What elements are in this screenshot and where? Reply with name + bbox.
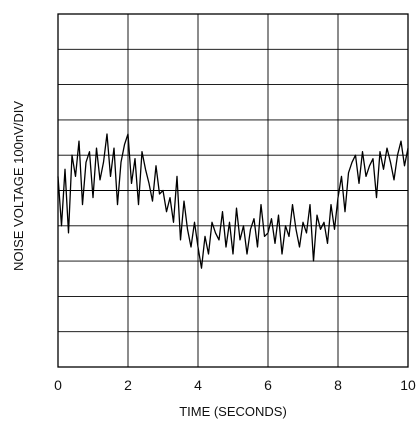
x-tick-label: 2 bbox=[124, 377, 132, 393]
plot-frame bbox=[57, 13, 409, 368]
x-tick-label: 10 bbox=[400, 377, 416, 393]
noise-trace-line bbox=[57, 133, 409, 269]
x-tick-label: 4 bbox=[194, 377, 202, 393]
x-tick-labels: 0 2 4 6 8 10 bbox=[54, 377, 416, 393]
y-axis-label: NOISE VOLTAGE 100nV/DIV bbox=[11, 101, 26, 271]
x-tick-label: 8 bbox=[334, 377, 342, 393]
x-tick-label: 0 bbox=[54, 377, 62, 393]
x-axis-label: TIME (SECONDS) bbox=[179, 404, 287, 419]
x-tick-label: 6 bbox=[264, 377, 272, 393]
chart-grid bbox=[58, 14, 408, 367]
